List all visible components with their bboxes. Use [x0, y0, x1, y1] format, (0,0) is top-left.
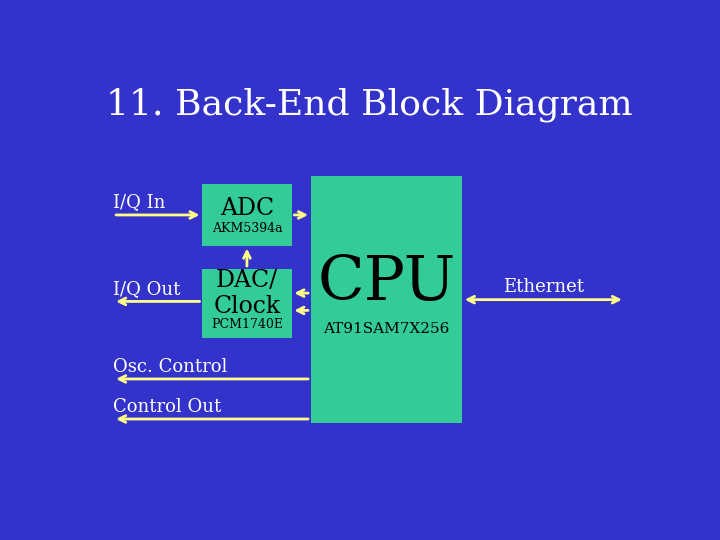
- Text: I/Q Out: I/Q Out: [113, 280, 181, 298]
- Text: CPU: CPU: [318, 253, 456, 313]
- Bar: [202, 184, 292, 246]
- Bar: [311, 177, 462, 423]
- Text: AT91SAM7X256: AT91SAM7X256: [323, 322, 449, 336]
- Text: Ethernet: Ethernet: [503, 278, 584, 296]
- Text: ADC: ADC: [220, 197, 274, 220]
- Text: AKM5394a: AKM5394a: [212, 222, 282, 235]
- Text: Control Out: Control Out: [113, 397, 222, 416]
- Text: PCM1740E: PCM1740E: [211, 318, 283, 331]
- Text: Osc. Control: Osc. Control: [113, 357, 228, 376]
- Text: 11. Back-End Block Diagram: 11. Back-End Block Diagram: [106, 87, 632, 122]
- Bar: [202, 269, 292, 338]
- Text: DAC/
Clock: DAC/ Clock: [213, 269, 281, 318]
- Text: I/Q In: I/Q In: [113, 194, 166, 212]
